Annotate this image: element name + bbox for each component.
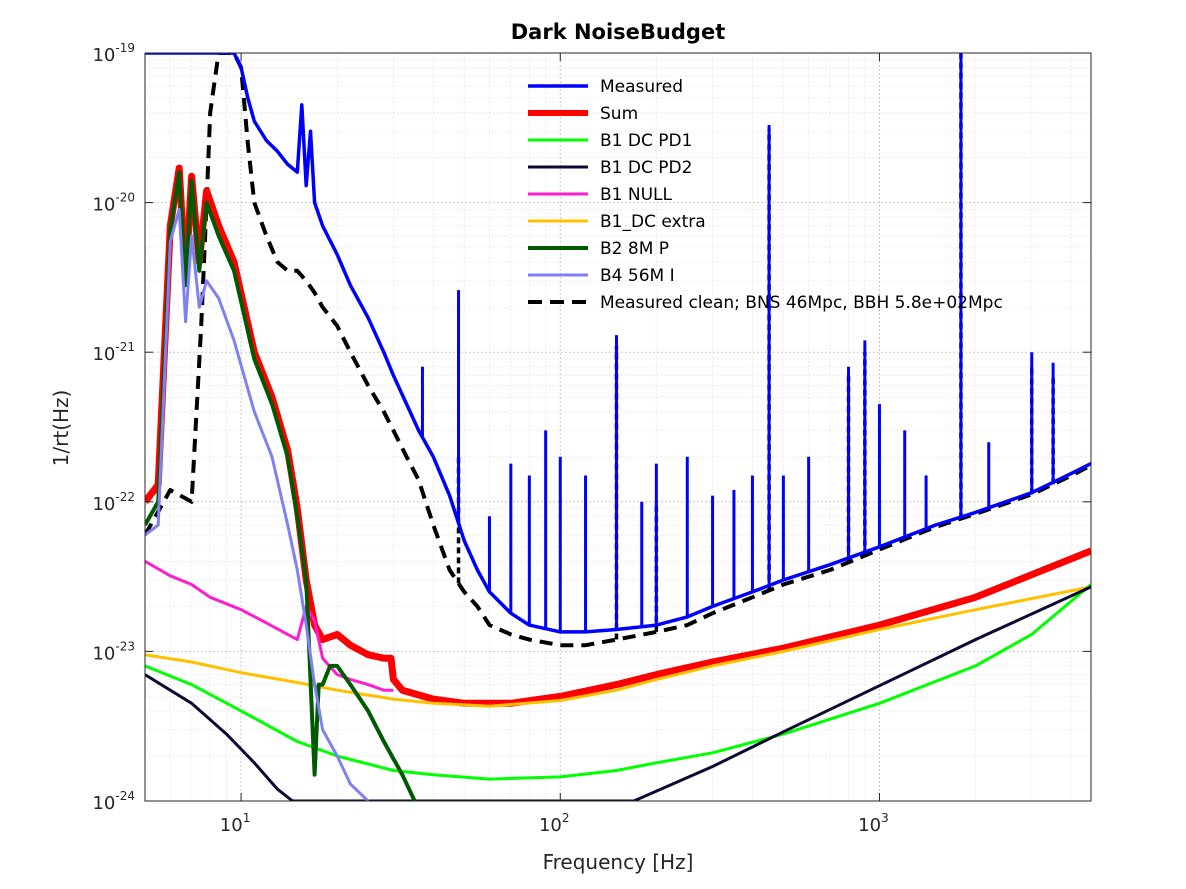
legend-label: Measured clean; BNS 46Mpc, BBH 5.8e+02Mp…	[600, 293, 1003, 313]
series-line-7	[145, 207, 370, 801]
legend-label: B1 NULL	[600, 185, 673, 205]
series-line-2	[145, 583, 1091, 781]
series-line-4	[145, 559, 394, 692]
y-tick-label: 10-19	[92, 41, 135, 66]
y-tick-label: 10-21	[92, 340, 135, 365]
legend-label: B1 DC PD2	[600, 158, 692, 178]
legend-label: Measured	[600, 77, 683, 97]
plot-frame	[144, 52, 1092, 802]
series-line-3	[145, 585, 1091, 801]
legend-label: B1_DC extra	[600, 212, 706, 232]
legend-label: B2 8M P	[600, 239, 669, 259]
y-tick-label: 10-20	[92, 191, 135, 216]
x-axis-label: Frequency [Hz]	[543, 850, 694, 874]
axis-ticks: 101 102 103 10-24 10-23 10-22 10-21 10-20 10-19	[92, 41, 1091, 836]
legend-label: B1 DC PD1	[600, 131, 692, 151]
legend: Measured Sum B1 DC PD1 B1 DC PD2 B1 NULL B1_D…	[528, 77, 1003, 313]
series-line-6	[145, 170, 417, 801]
chart-title: Dark NoiseBudget	[511, 20, 725, 44]
x-tick-label: 103	[858, 811, 889, 836]
x-tick-label: 101	[220, 811, 251, 836]
legend-label: B4 56M I	[600, 266, 675, 286]
y-tick-label: 10-22	[92, 490, 135, 515]
plot-series	[145, 53, 1091, 801]
series-line-0	[145, 53, 1091, 634]
y-axis-label: 1/rt(Hz)	[49, 390, 73, 467]
y-tick-label: 10-23	[92, 639, 135, 664]
legend-label: Sum	[600, 104, 638, 124]
x-tick-label: 102	[539, 811, 570, 836]
y-tick-label: 10-24	[92, 789, 135, 814]
series-line-5	[145, 585, 1091, 708]
